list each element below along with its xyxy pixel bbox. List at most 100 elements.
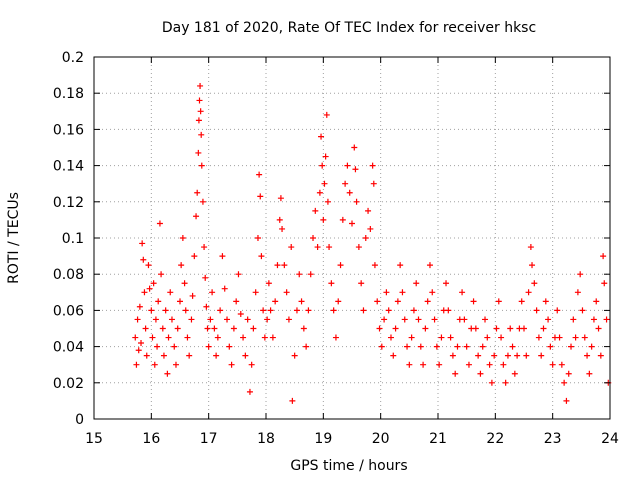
y-tick-label: 0.06 xyxy=(53,303,84,319)
data-point xyxy=(168,316,175,323)
data-point xyxy=(149,334,156,341)
data-point xyxy=(351,144,358,151)
x-tick-label: 24 xyxy=(601,431,619,447)
data-point xyxy=(443,280,450,287)
data-point xyxy=(353,198,360,205)
data-point xyxy=(590,316,597,323)
data-point xyxy=(179,235,186,241)
data-point xyxy=(264,316,271,323)
data-point xyxy=(577,271,584,278)
data-point xyxy=(570,316,577,323)
marks-layer xyxy=(132,82,612,404)
data-point xyxy=(291,352,298,359)
data-point xyxy=(197,108,204,115)
data-point xyxy=(254,235,261,241)
data-point xyxy=(521,325,527,332)
data-point xyxy=(320,216,327,223)
data-point xyxy=(500,361,507,368)
y-tick-label: 0.14 xyxy=(53,159,84,175)
data-point xyxy=(132,334,139,341)
data-point xyxy=(378,343,385,350)
data-point xyxy=(369,162,376,169)
data-point xyxy=(470,298,477,305)
data-point xyxy=(189,292,196,299)
data-point xyxy=(438,334,445,341)
data-point xyxy=(452,370,459,377)
data-point xyxy=(533,307,540,314)
data-point xyxy=(293,307,300,314)
data-point xyxy=(549,361,556,368)
data-point xyxy=(195,149,202,156)
data-point xyxy=(260,307,267,314)
data-point xyxy=(237,311,244,318)
data-point xyxy=(417,343,424,350)
data-point xyxy=(274,262,281,269)
data-point xyxy=(392,325,399,332)
data-point xyxy=(581,334,588,341)
data-point xyxy=(224,316,231,323)
data-point xyxy=(250,325,257,332)
data-point xyxy=(593,298,600,305)
data-point xyxy=(256,171,263,178)
data-point xyxy=(140,256,147,263)
data-point xyxy=(272,298,279,305)
data-point xyxy=(296,271,303,278)
data-point xyxy=(289,397,296,404)
x-tick-label: 16 xyxy=(142,431,160,447)
data-point xyxy=(196,97,203,104)
data-point xyxy=(527,244,534,251)
data-point xyxy=(332,334,339,341)
data-point xyxy=(219,253,226,260)
y-tick-label: 0.02 xyxy=(53,376,84,392)
data-point xyxy=(385,307,392,314)
data-point xyxy=(376,325,383,332)
data-point xyxy=(188,316,195,323)
data-point xyxy=(514,352,521,359)
data-point xyxy=(281,262,288,269)
data-point xyxy=(433,343,440,350)
data-point xyxy=(397,262,404,269)
data-point xyxy=(276,216,283,223)
data-point xyxy=(138,339,145,346)
data-point xyxy=(556,334,563,341)
data-point xyxy=(242,352,249,359)
data-point xyxy=(568,343,575,350)
data-point xyxy=(597,352,604,359)
data-point xyxy=(193,213,200,220)
y-tick-label: 0.04 xyxy=(53,340,84,356)
x-axis-title: GPS time / hours xyxy=(290,458,407,474)
data-point xyxy=(171,343,178,350)
data-point xyxy=(463,343,470,350)
data-point xyxy=(300,325,307,332)
data-point xyxy=(160,352,167,359)
data-point xyxy=(267,307,274,314)
data-point xyxy=(252,289,259,296)
data-point xyxy=(511,370,518,377)
data-point xyxy=(509,343,516,350)
data-point xyxy=(600,253,607,260)
data-point xyxy=(488,379,495,386)
data-point xyxy=(269,334,276,341)
data-point xyxy=(344,162,351,169)
data-point xyxy=(383,289,390,296)
data-point xyxy=(159,325,166,332)
data-point xyxy=(429,289,436,296)
data-point xyxy=(164,370,171,377)
data-point xyxy=(195,117,202,124)
data-point xyxy=(178,262,185,269)
data-point xyxy=(152,316,159,323)
x-tick-label: 22 xyxy=(486,431,504,447)
data-point xyxy=(454,343,461,350)
data-point xyxy=(191,253,198,260)
data-point xyxy=(563,397,570,404)
data-point xyxy=(572,334,579,341)
data-point xyxy=(235,271,242,278)
data-point xyxy=(204,325,211,332)
data-point xyxy=(401,316,408,323)
data-point xyxy=(339,216,346,223)
data-point xyxy=(390,352,397,359)
data-point xyxy=(486,361,493,368)
data-point xyxy=(579,307,586,314)
data-point xyxy=(136,303,143,310)
x-tick-label: 20 xyxy=(372,431,390,447)
